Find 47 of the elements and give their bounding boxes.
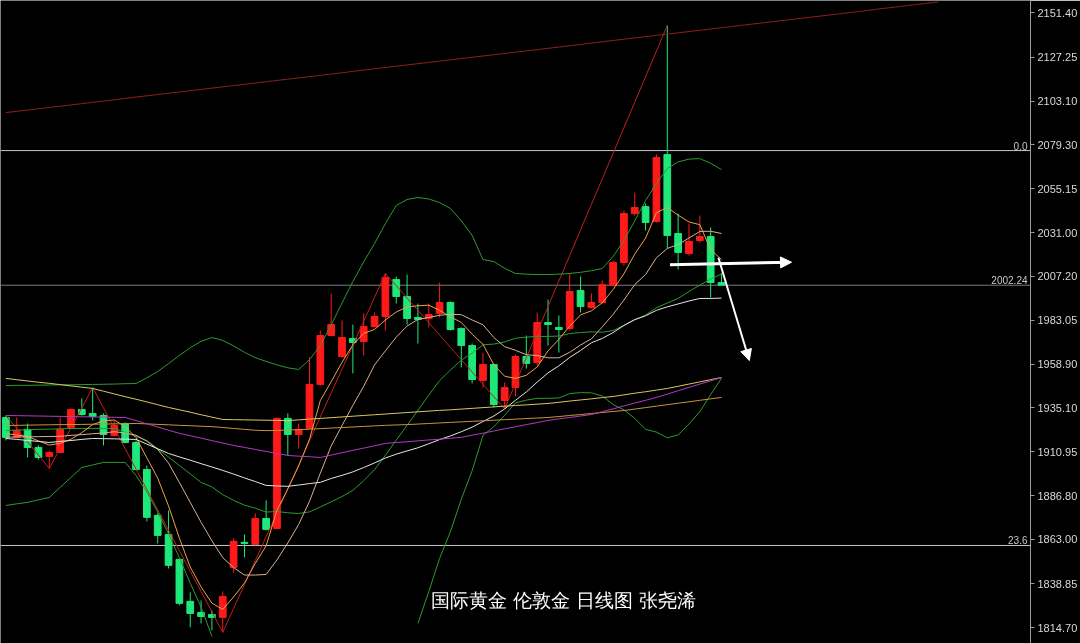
y-tick-label: 2151.40 [1037, 6, 1078, 19]
candlestick [555, 314, 563, 353]
y-tick-label: 1935.10 [1037, 401, 1078, 414]
candlestick [695, 215, 704, 244]
candlestick [609, 259, 617, 287]
candlestick [544, 299, 552, 347]
candlestick [392, 276, 401, 305]
candlestick [435, 282, 444, 318]
candlestick [338, 320, 346, 358]
annotation: 国际黄金 伦敦金 日线图 张尧浠 [431, 589, 697, 612]
candlestick [479, 351, 487, 389]
y-tick-label: 2103.10 [1037, 95, 1078, 108]
candlestick [685, 223, 693, 257]
line-series [5, 158, 722, 387]
candlestick [186, 591, 195, 628]
candlestick [500, 381, 509, 410]
candlestick [457, 326, 466, 368]
candlestick [262, 499, 270, 531]
candlestick [153, 512, 162, 544]
annotation: 0.0 [1013, 140, 1028, 152]
y-tick-label: 1910.95 [1037, 445, 1078, 458]
line-series [5, 297, 722, 487]
line-series [5, 1, 939, 114]
y-tick-label: 1958.90 [1037, 358, 1078, 371]
annotation: 23.6 [1008, 535, 1028, 547]
candlestick [576, 276, 585, 314]
y-tick-label: 1838.85 [1037, 577, 1078, 590]
y-tick-label: 1814.70 [1037, 621, 1078, 634]
ref-line-label: 2002.24 [991, 275, 1028, 287]
y-tick-label: 2007.20 [1037, 270, 1078, 283]
candlestick [208, 609, 216, 631]
y-tick-label: 2079.30 [1037, 138, 1078, 151]
candlestick [240, 534, 249, 558]
candlestick [674, 213, 682, 270]
y-tick-label: 1983.05 [1037, 314, 1078, 327]
candlestick [2, 414, 10, 441]
line-series [5, 273, 722, 515]
candlestick [630, 192, 639, 217]
line-series [5, 377, 722, 458]
y-tick-label: 1863.00 [1037, 533, 1078, 546]
candlestick [327, 293, 336, 337]
y-tick-label: 2127.25 [1037, 51, 1078, 63]
candlestick [598, 280, 607, 305]
y-tick-label: 2055.15 [1037, 182, 1078, 195]
y-tick-label: 2031.00 [1037, 226, 1078, 239]
candlestick [641, 203, 650, 232]
y-tick-label: 1886.80 [1037, 489, 1078, 502]
